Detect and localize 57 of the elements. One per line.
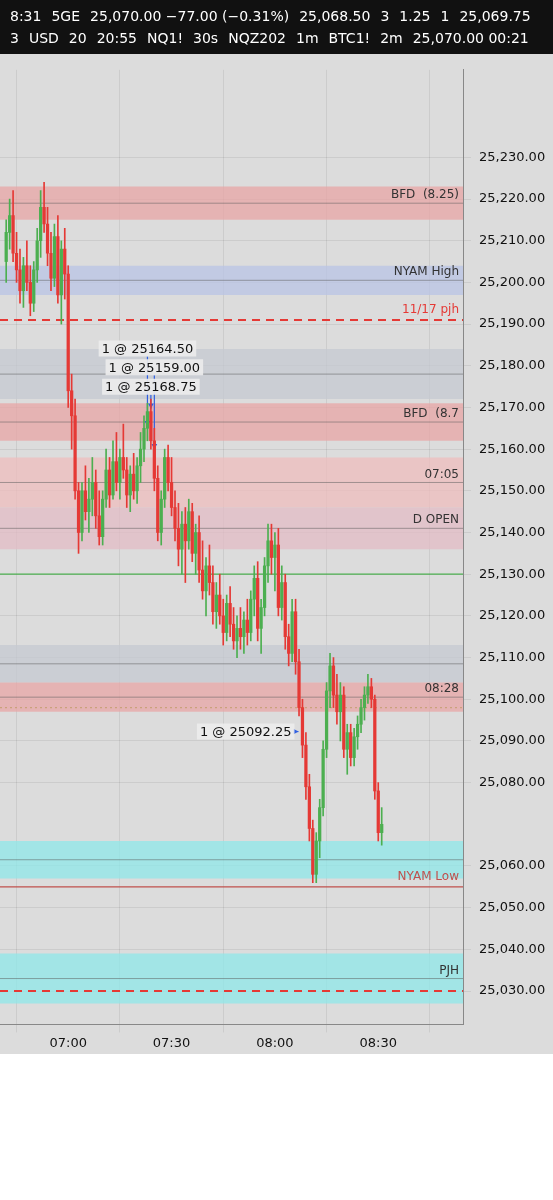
y-tick-label: 25,180.00 [479,357,546,373]
text: 3 [380,8,390,24]
y-tick-label: 25,170.00 [479,398,546,414]
y-tick-label: 25,110.00 [479,648,546,664]
x-tick-label: 08:00 [256,1034,294,1050]
text: 25,070.00 00:21 [412,30,529,46]
text: 5GE [51,8,81,24]
annotation: 1 @ 25159.00 [108,359,201,375]
text: 25,070.00 −77.00 (−0.31%) [90,8,290,24]
y-tick-label: 25,230.00 [479,148,546,164]
x-tick-label: 07:30 [152,1034,191,1050]
y-tick-label: 25,050.00 [479,899,546,915]
band-label: BFD (8.7 [403,406,459,421]
band-label: PJH [439,962,459,977]
text: 20 [68,30,87,46]
band-label: 07:05 [424,466,459,481]
y-tick-label: 25,190.00 [479,315,546,331]
text: 20:55 [96,30,138,46]
text: NQZ202 [228,30,286,46]
text: 1.25 [399,8,431,24]
annotation: 1 @ 25168.75 [105,379,197,395]
x-tick-label: 07:00 [49,1034,87,1050]
text: 25,068.50 [299,8,371,24]
y-tick-label: 25,220.00 [479,190,546,206]
y-tick-label: 25,140.00 [479,523,546,539]
y-tick-label: 25,130.00 [479,565,546,581]
y-tick-label: 25,160.00 [479,440,546,456]
y-tick-label: 25,080.00 [479,774,546,789]
annotation: 1 @ 25092.25 [199,723,292,739]
text: 2m [380,30,403,46]
candlestick [380,807,384,846]
y-tick-label: 25,060.00 [479,857,546,873]
ref-line-label: NYAM Low [397,868,460,883]
y-tick-label: 25,030.00 [479,982,546,998]
y-tick-label: 25,090.00 [479,732,546,748]
text: 1 [440,8,450,24]
text: USD [28,30,59,46]
text: 30s [193,30,219,46]
text: 8:31 [10,8,42,24]
text: BTC1! [328,30,371,46]
y-tick-label: 25,210.00 [479,232,546,248]
y-tick-label: 25,200.00 [479,273,546,289]
x-tick-label: 08:30 [359,1034,397,1050]
text: 1m [295,30,319,46]
y-tick-label: 25,040.00 [479,940,546,956]
y-tick-label: 25,100.00 [479,690,546,706]
text: NQ1! [147,30,184,46]
y-tick-label: 25,120.00 [479,607,546,623]
band-label: BFD (8.25) [390,187,459,202]
band-label: D OPEN [412,512,459,527]
text: 3 [10,30,19,46]
text: 25,069.75 [459,8,531,24]
ref-line-label: 11/17 pjh [402,302,459,317]
y-tick-label: 25,150.00 [479,482,546,498]
band-label: 08:28 [424,681,459,696]
annotation: 1 @ 25164.50 [101,340,194,356]
band-label: NYAM High [393,264,459,279]
